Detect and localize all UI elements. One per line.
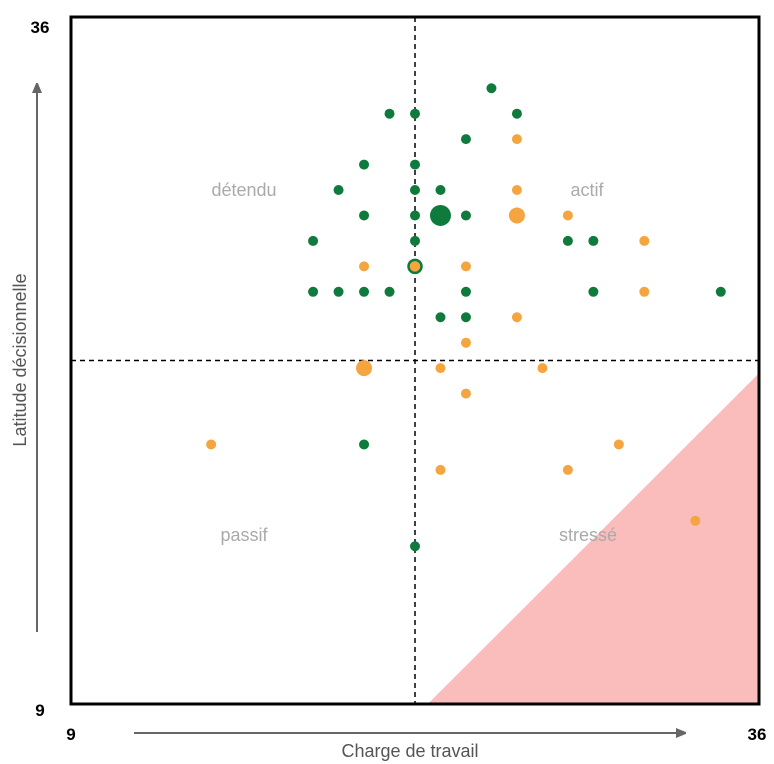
x-tick-label-min: 9 <box>66 725 75 744</box>
orange-data-point <box>511 134 522 145</box>
y-axis-label: Latitude décisionnelle <box>10 273 30 446</box>
green-data-point <box>359 210 370 221</box>
green-data-point <box>308 235 319 246</box>
green-data-point <box>410 235 420 246</box>
green-data-point <box>435 312 446 323</box>
green-data-point <box>410 159 420 170</box>
green-data-point <box>384 286 395 297</box>
orange-data-point <box>639 286 650 297</box>
green-data-point <box>460 312 471 323</box>
green-data-point <box>410 185 420 196</box>
green-data-point <box>333 286 344 297</box>
quadrant-label-detendu: détendu <box>211 180 276 200</box>
green-data-point <box>410 210 420 221</box>
green-data-point <box>486 83 497 94</box>
green-data-point <box>359 159 370 170</box>
stress-zone <box>427 373 759 704</box>
green-data-point <box>359 439 370 450</box>
x-tick-label-max: 36 <box>748 725 767 744</box>
green-data-point <box>308 286 319 297</box>
orange-data-point <box>359 261 370 272</box>
green-data-point <box>384 108 395 119</box>
green-data-point <box>410 108 420 119</box>
orange-data-point <box>639 235 650 246</box>
orange-data-point <box>407 258 423 275</box>
green-data-point <box>460 286 471 297</box>
green-data-point <box>588 235 599 246</box>
green-data-point <box>410 541 420 552</box>
green-data-point <box>460 134 471 145</box>
orange-data-point <box>562 210 573 221</box>
orange-data-point <box>562 464 573 475</box>
quadrant-label-actif: actif <box>570 180 604 200</box>
orange-data-point <box>537 363 548 374</box>
green-data-point <box>511 108 522 119</box>
orange-data-point <box>460 261 471 272</box>
green-data-point <box>429 204 451 226</box>
green-data-point <box>562 235 573 246</box>
quadrant-label-stresse: stressé <box>559 525 617 545</box>
green-data-point <box>435 185 446 196</box>
orange-data-point <box>508 207 525 224</box>
orange-data-point <box>511 185 522 196</box>
quadrant-label-passif: passif <box>220 525 268 545</box>
plot-frame <box>69 15 761 706</box>
x-axis-label: Charge de travail <box>341 741 478 761</box>
orange-data-point <box>356 360 373 377</box>
green-data-point <box>333 185 344 196</box>
y-tick-label-min: 9 <box>35 701 44 720</box>
orange-data-point <box>206 439 217 450</box>
green-data-point <box>359 286 370 297</box>
green-data-point <box>460 210 471 221</box>
green-data-point <box>715 286 726 297</box>
green-data-point <box>588 286 599 297</box>
orange-data-point <box>435 363 446 374</box>
y-tick-label-max: 36 <box>31 18 50 37</box>
orange-data-point <box>435 464 446 475</box>
orange-data-point <box>511 312 522 323</box>
orange-data-point <box>460 388 471 399</box>
orange-data-point <box>690 515 701 526</box>
orange-data-point <box>460 337 471 348</box>
orange-data-point <box>613 439 624 450</box>
